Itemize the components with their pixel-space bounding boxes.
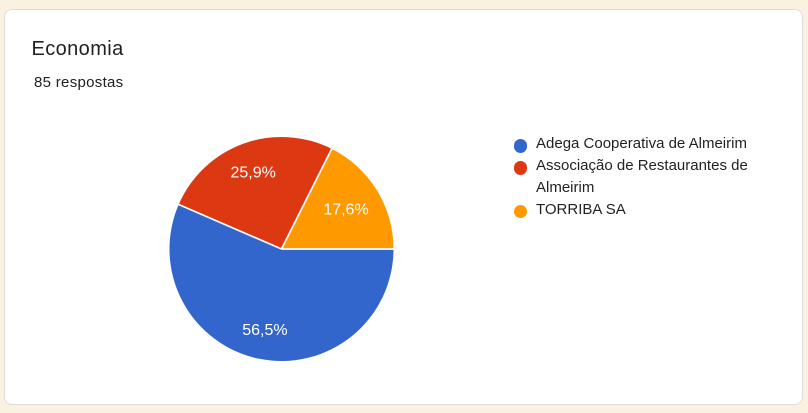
svg-text:17,6%: 17,6% xyxy=(323,202,368,219)
svg-text:25,9%: 25,9% xyxy=(231,165,276,182)
svg-text:56,5%: 56,5% xyxy=(242,322,287,339)
